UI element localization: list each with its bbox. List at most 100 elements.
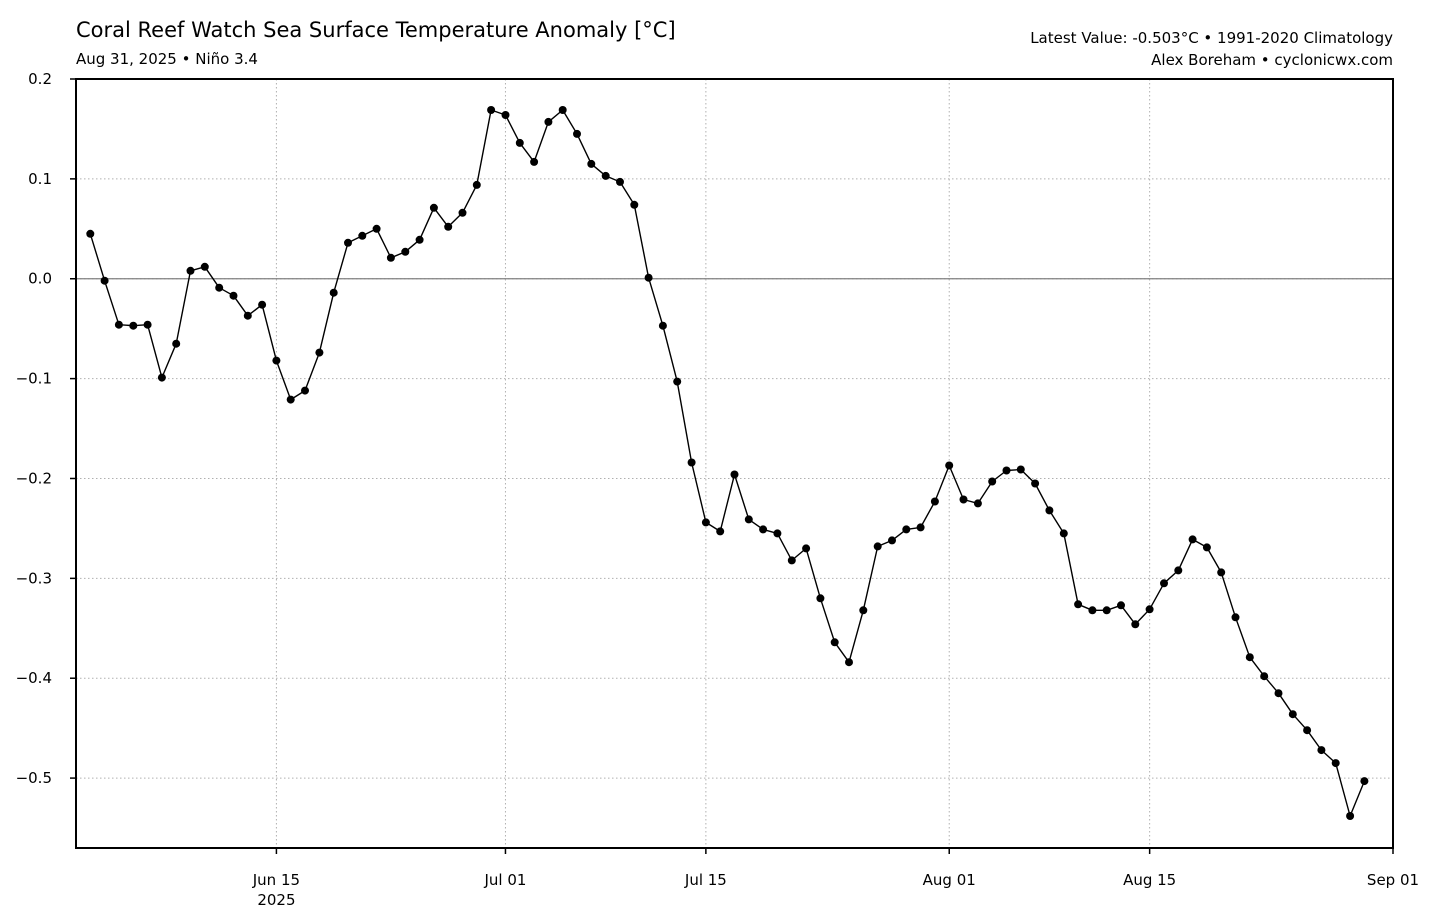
y-tick-label: −0.2 <box>16 469 52 487</box>
data-point <box>1031 479 1040 488</box>
data-point <box>286 395 295 404</box>
y-tick-label: −0.4 <box>16 669 52 687</box>
data-point <box>573 129 581 138</box>
data-point <box>258 300 267 309</box>
data-point <box>1217 568 1226 577</box>
data-point <box>1288 710 1297 719</box>
data-point <box>444 222 453 231</box>
data-point <box>945 461 954 470</box>
data-point <box>830 638 839 647</box>
data-point <box>601 171 610 180</box>
x-tick-label: Sep 01 <box>1367 871 1419 889</box>
data-point <box>229 291 238 300</box>
x-tick-label: Jul 01 <box>483 871 526 889</box>
y-tick-label: 0.1 <box>28 170 52 188</box>
data-point <box>716 527 725 536</box>
data-point <box>501 111 510 119</box>
data-point <box>1231 613 1240 622</box>
data-point <box>1202 543 1211 552</box>
x-tick-label: Jun 15 <box>252 871 300 889</box>
data-point <box>114 320 123 329</box>
data-point <box>1260 672 1269 681</box>
data-point <box>558 106 567 114</box>
data-point <box>157 373 166 382</box>
data-point <box>329 288 338 297</box>
data-point <box>1102 606 1111 615</box>
data-point <box>1274 689 1283 698</box>
data-point <box>100 276 109 285</box>
data-point <box>129 321 138 330</box>
y-tick-label: −0.3 <box>16 569 52 587</box>
data-point <box>1045 506 1054 515</box>
data-point <box>1088 606 1097 615</box>
data-point <box>902 525 911 534</box>
data-point <box>544 117 553 126</box>
data-point <box>787 556 796 565</box>
data-point <box>86 229 95 238</box>
data-point <box>1317 746 1326 755</box>
data-point <box>200 262 209 271</box>
data-point <box>344 238 352 247</box>
data-point <box>401 247 410 256</box>
data-point <box>315 348 324 357</box>
data-point <box>730 470 739 479</box>
series-line <box>89 109 1366 817</box>
data-point <box>587 159 596 168</box>
data-point <box>429 203 438 212</box>
data-point <box>845 658 853 667</box>
x-tick-sublabel: 2025 <box>257 891 295 909</box>
data-point <box>988 477 997 486</box>
data-point <box>1059 529 1068 538</box>
data-point <box>816 594 825 603</box>
attribution-text: Alex Boreham • cyclonicwx.com <box>1151 51 1393 69</box>
data-point <box>515 138 524 147</box>
data-point <box>1303 726 1312 735</box>
data-point <box>744 515 753 524</box>
data-point <box>472 180 481 189</box>
data-point <box>215 283 224 292</box>
data-point <box>959 495 968 504</box>
x-tick-label: Aug 15 <box>1123 871 1176 889</box>
data-point <box>888 536 896 545</box>
data-point <box>1174 566 1183 575</box>
data-point <box>1145 605 1154 614</box>
data-point <box>143 320 152 329</box>
data-point <box>916 523 925 532</box>
data-point <box>1117 601 1125 610</box>
data-point <box>1245 653 1254 662</box>
data-point <box>687 458 696 467</box>
data-point <box>358 231 367 240</box>
data-point <box>272 356 281 365</box>
axis-layer: 0.2 0.1 0.0 −0.1 −0.2 −0.3 −0.4 −0.5 Jun 15 2025 J… <box>16 70 1420 909</box>
data-point <box>759 525 768 534</box>
data-point <box>1360 777 1369 786</box>
data-point <box>701 518 710 527</box>
data-point <box>773 529 782 538</box>
series-layer <box>86 106 1369 820</box>
chart-subtitle: Aug 31, 2025 • Niño 3.4 <box>76 50 258 68</box>
data-point <box>415 235 424 244</box>
y-tick-label: 0.0 <box>28 270 52 288</box>
y-tick-label: −0.5 <box>16 769 52 787</box>
data-point <box>243 311 252 320</box>
chart-title: Coral Reef Watch Sea Surface Temperature… <box>76 18 676 42</box>
grid-layer <box>76 78 1394 848</box>
data-point <box>802 544 811 553</box>
data-point <box>673 377 682 386</box>
data-point <box>386 253 395 262</box>
data-point <box>372 224 381 233</box>
data-point <box>616 177 624 186</box>
y-tick-label: 0.2 <box>28 70 52 88</box>
data-point <box>1346 812 1355 820</box>
data-point <box>1016 465 1025 474</box>
data-point <box>1074 600 1083 609</box>
data-point <box>458 208 467 217</box>
data-point <box>1331 759 1340 768</box>
data-point <box>930 497 939 506</box>
plot-frame <box>75 78 1394 849</box>
data-point <box>172 339 181 348</box>
data-point <box>873 542 882 551</box>
data-point <box>301 386 309 395</box>
y-tick-label: −0.1 <box>16 370 52 388</box>
data-point <box>658 321 667 330</box>
